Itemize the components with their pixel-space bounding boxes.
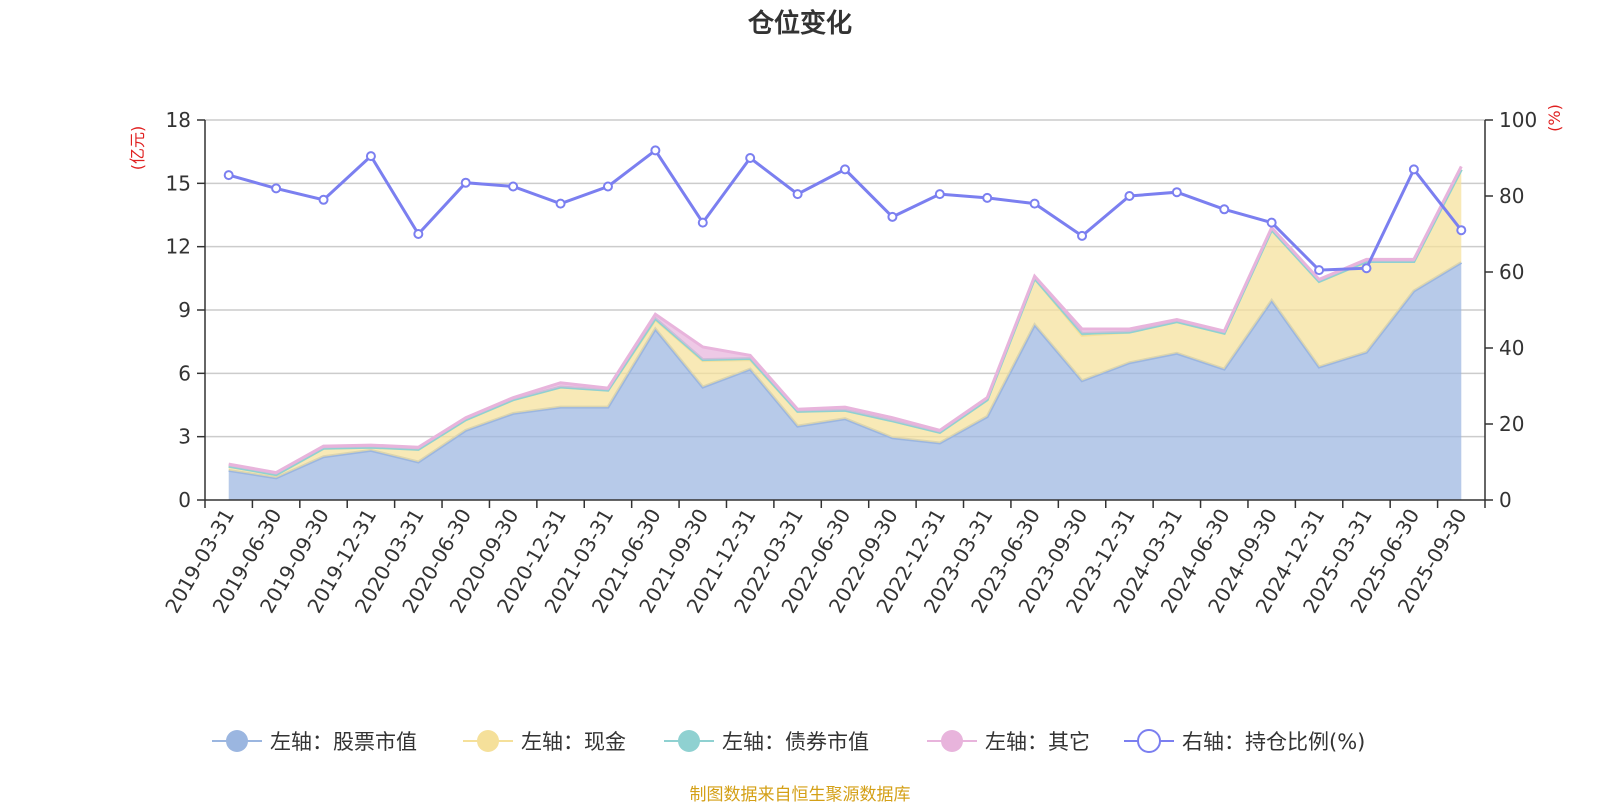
ratio-point xyxy=(413,229,424,239)
ratio-point xyxy=(365,151,376,162)
left-tick-label: 15 xyxy=(166,171,191,195)
right-tick-label: 40 xyxy=(1499,336,1524,360)
ratio-point xyxy=(460,177,471,188)
left-tick-label: 0 xyxy=(178,488,191,512)
ratio-point xyxy=(1171,187,1182,198)
ratio-point xyxy=(650,145,661,156)
right-tick-label: 100 xyxy=(1499,108,1537,132)
ratio-point xyxy=(1361,263,1372,274)
right-tick-label: 80 xyxy=(1499,184,1524,208)
legend-marker-icon xyxy=(941,730,963,752)
ratio-point xyxy=(223,170,234,181)
ratio-point xyxy=(1077,230,1088,241)
ratio-point xyxy=(555,198,566,209)
holding-ratio-line xyxy=(223,145,1467,276)
right-tick-label: 60 xyxy=(1499,260,1524,284)
stacked-areas xyxy=(228,165,1463,500)
ratio-point xyxy=(1314,265,1325,276)
ratio-point xyxy=(508,181,519,192)
legend-marker-icon xyxy=(226,730,248,752)
legend-label: 右轴：持仓比例(%) xyxy=(1182,730,1365,754)
ratio-point xyxy=(1266,217,1277,228)
legend-label: 左轴：现金 xyxy=(521,730,626,754)
ratio-point xyxy=(792,189,803,200)
ratio-point xyxy=(887,211,898,222)
legend-item-2[interactable]: 左轴：债券市值 xyxy=(664,730,869,754)
left-axis-unit: (亿元) xyxy=(128,126,147,171)
area-edge-3 xyxy=(228,165,1463,475)
chart-title: 仓位变化 xyxy=(747,8,852,39)
legend-item-3[interactable]: 左轴：其它 xyxy=(927,730,1090,754)
left-tick-label: 18 xyxy=(166,108,191,132)
legend: 左轴：股票市值 左轴：现金 左轴：债券市值 左轴：其它 右轴：持仓比例(%) xyxy=(212,729,1365,754)
legend-label: 左轴：债券市值 xyxy=(722,730,869,754)
left-tick-label: 3 xyxy=(178,425,191,449)
ratio-point xyxy=(1408,164,1419,175)
left-tick-label: 12 xyxy=(166,235,191,259)
legend-marker-icon xyxy=(678,730,700,752)
legend-item-4[interactable]: 右轴：持仓比例(%) xyxy=(1124,729,1365,754)
right-tick-label: 20 xyxy=(1499,412,1524,436)
ratio-point xyxy=(1456,225,1467,236)
legend-item-0[interactable]: 左轴：股票市值 xyxy=(212,730,417,754)
ratio-point xyxy=(1029,198,1040,209)
legend-label: 左轴：其它 xyxy=(985,730,1090,754)
right-tick-label: 0 xyxy=(1499,488,1512,512)
right-axis-unit: (%) xyxy=(1545,104,1564,132)
ratio-point xyxy=(982,192,993,203)
ratio-point xyxy=(602,181,613,192)
ratio-point xyxy=(934,189,945,200)
area-0 xyxy=(228,262,1462,500)
ratio-point xyxy=(1219,204,1230,215)
ratio-point xyxy=(318,194,329,205)
legend-label: 左轴：股票市值 xyxy=(270,730,417,754)
ratio-point xyxy=(1124,191,1135,201)
legend-item-1[interactable]: 左轴：现金 xyxy=(463,730,626,754)
legend-marker-icon xyxy=(477,730,499,752)
ratio-point xyxy=(271,183,282,194)
ratio-point xyxy=(745,153,756,163)
area-1 xyxy=(228,169,1462,478)
left-tick-label: 9 xyxy=(178,298,191,322)
legend-marker-icon xyxy=(1137,729,1161,753)
source-note: 制图数据来自恒生聚源数据库 xyxy=(689,785,911,805)
ratio-point xyxy=(697,217,708,228)
left-tick-label: 6 xyxy=(178,361,191,385)
ratio-point xyxy=(840,164,850,175)
